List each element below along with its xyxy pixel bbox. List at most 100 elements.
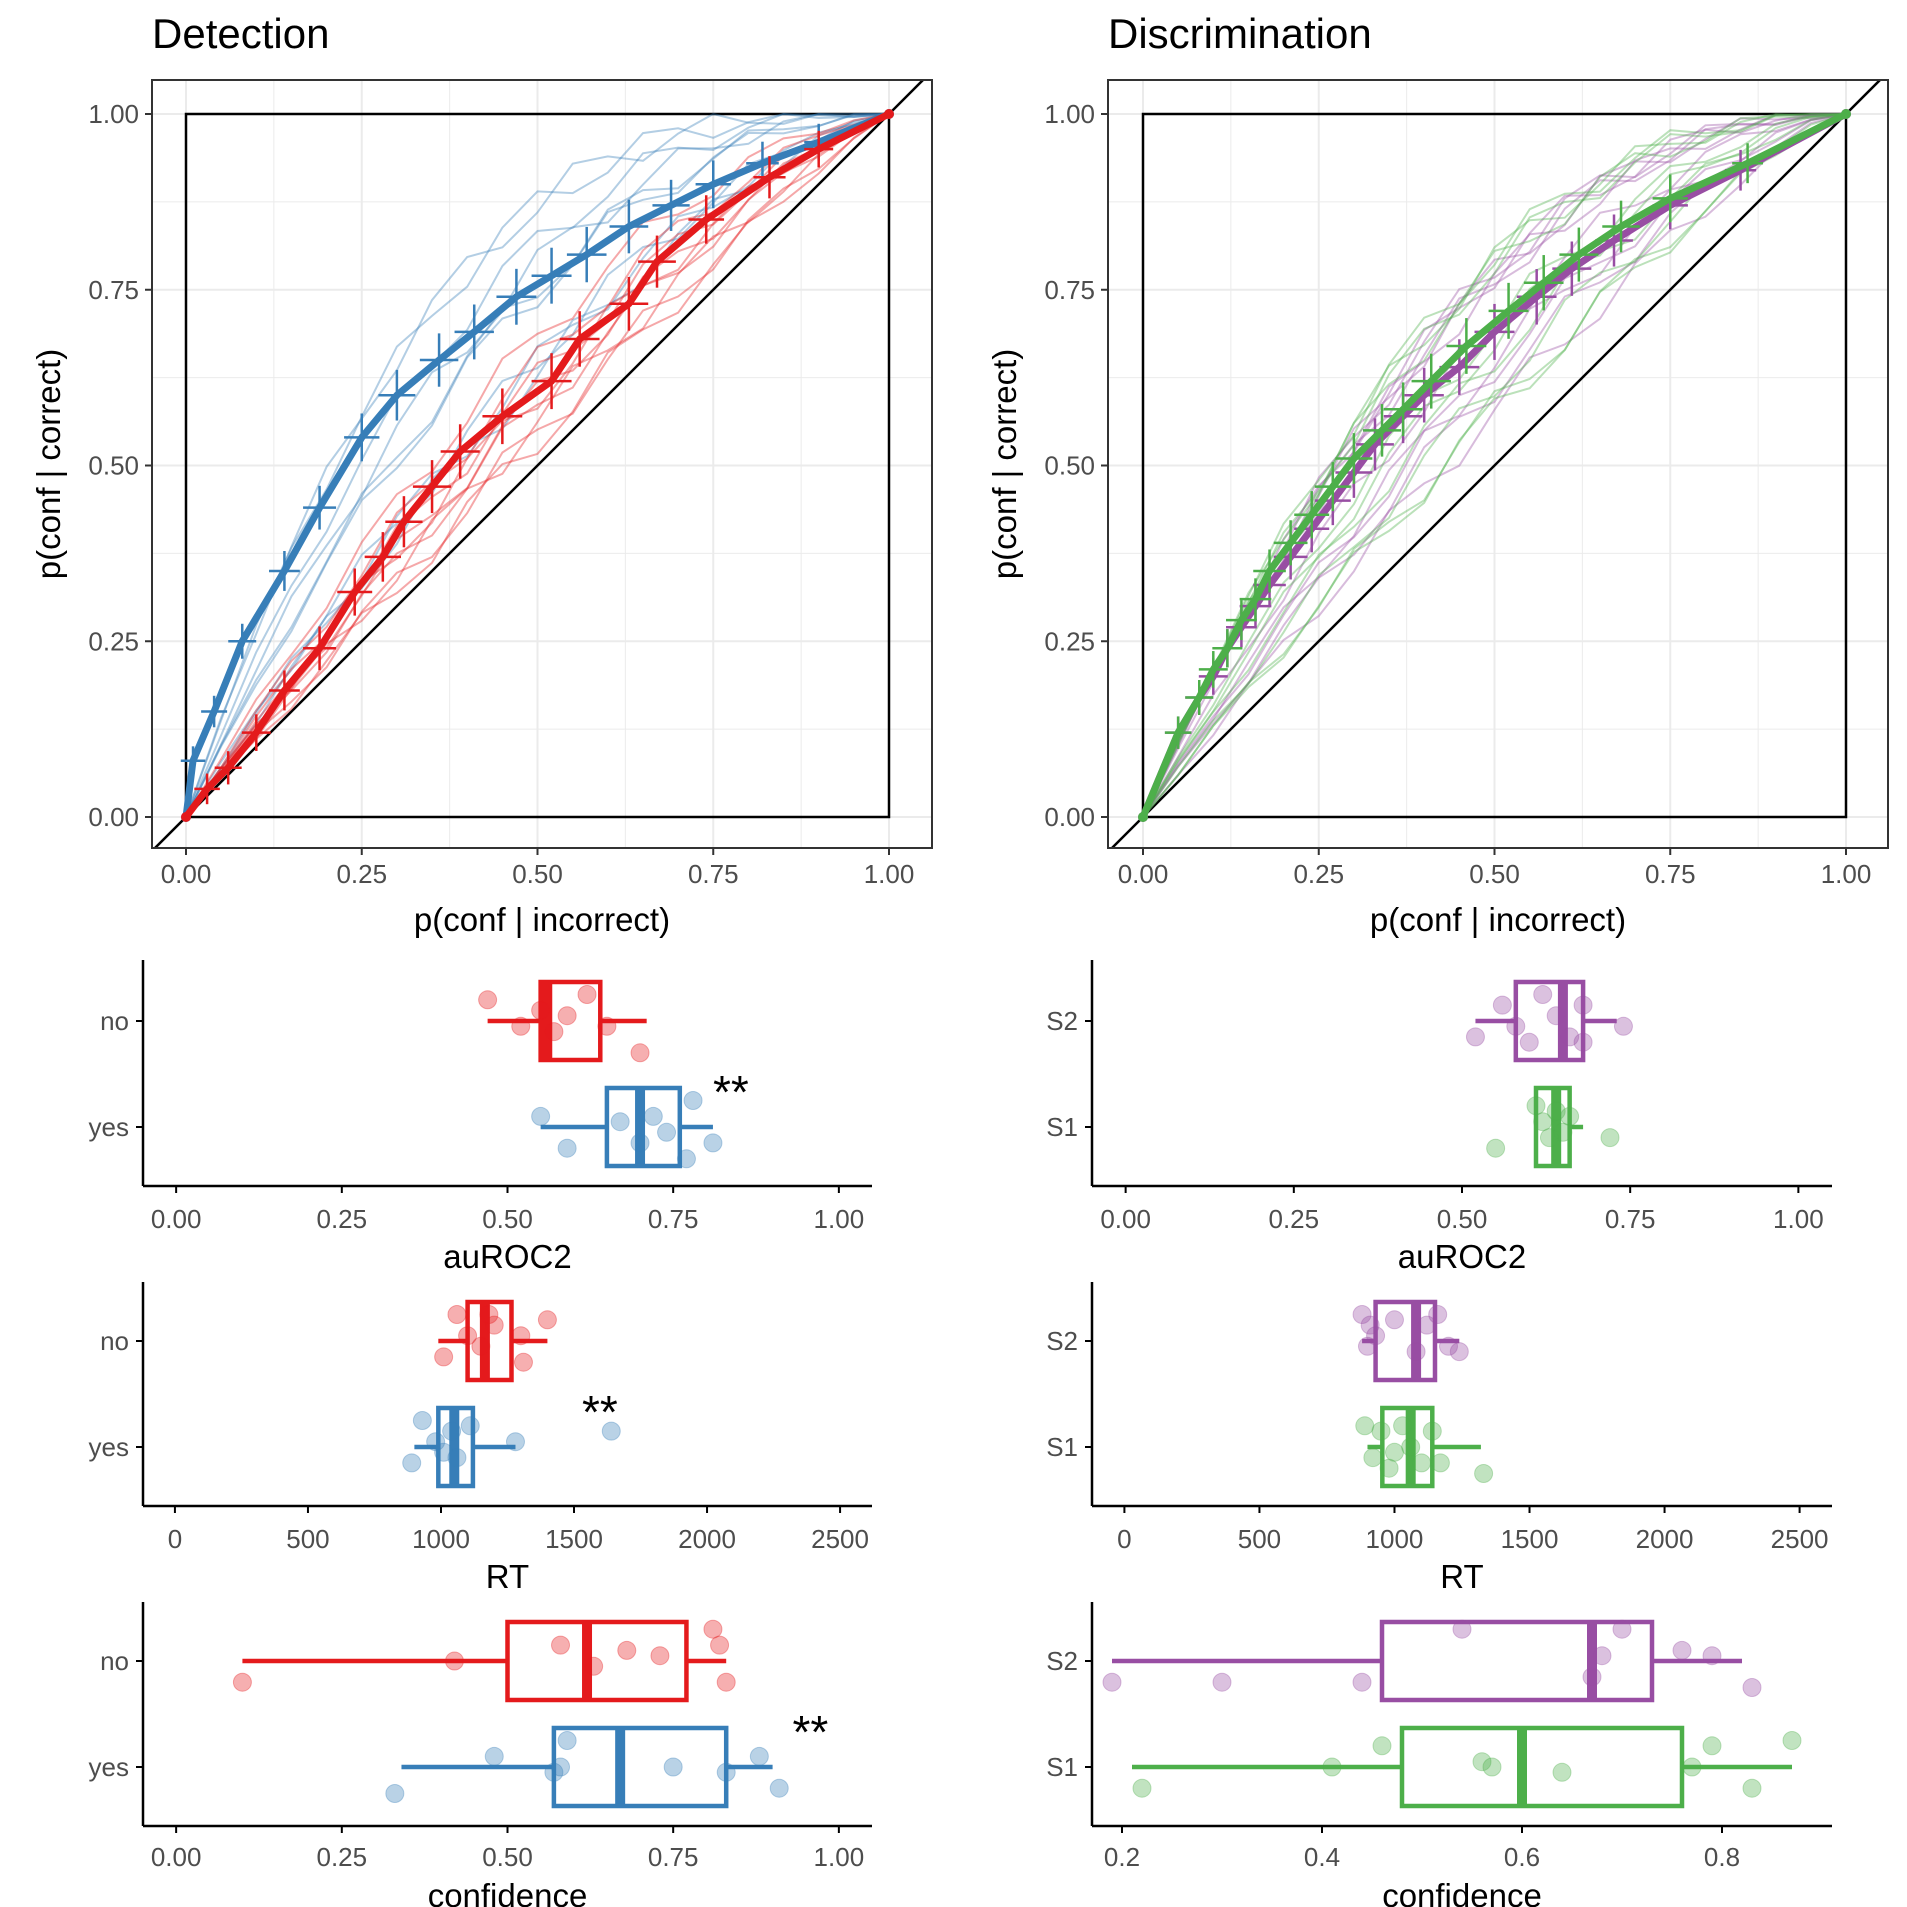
data-point-S2 bbox=[1360, 1315, 1380, 1335]
data-point-S2 bbox=[1742, 1678, 1762, 1697]
y-axis-title: p(conf | correct) bbox=[986, 349, 1023, 579]
group-label-yes: yes bbox=[89, 1112, 129, 1142]
data-point-S1 bbox=[1553, 1122, 1573, 1142]
individual-curve-S2 bbox=[1142, 113, 1847, 818]
data-point-S1 bbox=[1322, 1757, 1342, 1777]
endpoint-top-S1 bbox=[1841, 109, 1851, 119]
x-axis-title: RT bbox=[1440, 1558, 1483, 1595]
box-dis-conf-panel: S2 S1 0.2 0.4 0.6 0.8 confidence bbox=[1046, 1602, 1832, 1907]
data-point-yes bbox=[531, 1106, 551, 1126]
x-axis-title: p(conf | incorrect) bbox=[1370, 901, 1626, 938]
x-tick-label: 1.00 bbox=[814, 1204, 865, 1234]
x-tick-label: 0.50 bbox=[512, 859, 563, 889]
data-point-S1 bbox=[1132, 1778, 1152, 1798]
data-point-S2 bbox=[1702, 1646, 1722, 1666]
data-point-S1 bbox=[1372, 1736, 1392, 1756]
data-point-S1 bbox=[1393, 1416, 1413, 1436]
box-S2 bbox=[1513, 979, 1586, 1063]
data-point-S2 bbox=[1406, 1342, 1426, 1362]
data-point-no bbox=[537, 1310, 557, 1330]
data-point-yes bbox=[402, 1453, 422, 1473]
data-point-S2 bbox=[1428, 1305, 1448, 1324]
y-tick-label: 0.50 bbox=[1044, 451, 1095, 481]
significance-marker: ** bbox=[582, 1386, 618, 1438]
x-tick-label: 0.00 bbox=[1118, 859, 1169, 889]
x-tick-label: 500 bbox=[1238, 1524, 1281, 1554]
data-point-yes bbox=[610, 1112, 630, 1132]
data-point-no bbox=[478, 990, 498, 1010]
data-point-yes bbox=[683, 1091, 703, 1110]
data-point-yes bbox=[749, 1746, 769, 1766]
panel-border bbox=[1107, 79, 1889, 849]
data-point-S1 bbox=[1384, 1442, 1404, 1462]
x-tick-label: 0.25 bbox=[1269, 1204, 1320, 1234]
data-point-S2 bbox=[1533, 985, 1553, 1004]
data-point-no bbox=[577, 985, 597, 1004]
box-det-conf-panel: no yes 0.00 0.25 0.50 0.75 1.00 confidence ** bbox=[89, 1602, 872, 1907]
data-point-yes bbox=[643, 1106, 663, 1126]
chance-diagonal bbox=[153, 80, 925, 848]
x-axis-title: auROC2 bbox=[443, 1238, 571, 1275]
data-point-no bbox=[484, 1315, 504, 1335]
data-point-S2 bbox=[1352, 1672, 1372, 1692]
x-tick-label: 0.00 bbox=[151, 1204, 202, 1234]
data-point-S1 bbox=[1782, 1731, 1802, 1750]
data-point-S1 bbox=[1600, 1128, 1620, 1148]
data-point-no bbox=[551, 1635, 571, 1655]
data-point-yes bbox=[434, 1442, 454, 1462]
x-axis-title: RT bbox=[486, 1558, 529, 1595]
y-tick-label: 0.50 bbox=[88, 451, 139, 481]
diagonal-group bbox=[153, 80, 925, 848]
data-point-no bbox=[511, 1016, 531, 1036]
data-point-yes bbox=[551, 1757, 571, 1777]
data-point-S2 bbox=[1573, 1032, 1593, 1052]
data-point-yes bbox=[447, 1448, 467, 1468]
data-point-S2 bbox=[1560, 1027, 1580, 1047]
x-tick-label: 1.00 bbox=[1821, 859, 1872, 889]
data-point-S2 bbox=[1352, 1305, 1372, 1324]
data-point-S1 bbox=[1430, 1453, 1450, 1473]
data-point-S1 bbox=[1560, 1106, 1580, 1126]
data-point-no bbox=[703, 1619, 723, 1639]
data-point-yes bbox=[630, 1133, 650, 1153]
data-point-S1 bbox=[1482, 1757, 1502, 1777]
data-point-S1 bbox=[1742, 1778, 1762, 1798]
data-point-yes bbox=[557, 1138, 577, 1158]
data-point-S1 bbox=[1411, 1453, 1431, 1473]
data-point-no bbox=[584, 1656, 604, 1676]
box-yes bbox=[551, 1725, 729, 1809]
data-point-S1 bbox=[1552, 1762, 1572, 1782]
box-no bbox=[505, 1619, 689, 1703]
group-label-S1: S1 bbox=[1046, 1432, 1078, 1462]
individual-curve-no bbox=[185, 113, 890, 818]
x-tick-label: 0.25 bbox=[317, 1842, 368, 1872]
data-point-no bbox=[630, 1043, 650, 1063]
data-point-S2 bbox=[1506, 1016, 1526, 1036]
data-point-S2 bbox=[1492, 995, 1512, 1015]
endpoint-origin-no bbox=[181, 812, 191, 822]
data-point-S1 bbox=[1546, 1101, 1566, 1121]
data-point-S2 bbox=[1546, 1006, 1566, 1026]
data-point-yes bbox=[505, 1432, 525, 1452]
roc-discrimination-panel: 0.00 0.00 0.25 0.25 0.50 0.50 0.75 0.75 1.00 1.00… bbox=[986, 79, 1889, 938]
x-axis-title: confidence bbox=[1382, 1877, 1542, 1907]
endpoint-top-no bbox=[884, 109, 894, 119]
x-tick-label: 500 bbox=[286, 1524, 329, 1554]
data-point-S2 bbox=[1366, 1326, 1386, 1346]
y-tick-label: 0.75 bbox=[88, 275, 139, 305]
data-point-no bbox=[513, 1352, 533, 1372]
x-tick-label: 1.00 bbox=[814, 1842, 865, 1872]
x-tick-label: 0.50 bbox=[1437, 1204, 1488, 1234]
box-S1 bbox=[1399, 1725, 1685, 1809]
data-point-S2 bbox=[1582, 1667, 1602, 1687]
x-tick-label: 2500 bbox=[1771, 1524, 1829, 1554]
x-tick-label: 1500 bbox=[1501, 1524, 1559, 1554]
data-point-yes bbox=[657, 1122, 677, 1142]
x-tick-label: 0.50 bbox=[482, 1842, 533, 1872]
data-point-S2 bbox=[1592, 1646, 1612, 1666]
data-point-S1 bbox=[1526, 1096, 1546, 1116]
group-label-S1: S1 bbox=[1046, 1112, 1078, 1142]
data-point-no bbox=[716, 1672, 736, 1692]
y-tick-label: 0.00 bbox=[1044, 802, 1095, 832]
x-tick-label: 0.50 bbox=[482, 1204, 533, 1234]
